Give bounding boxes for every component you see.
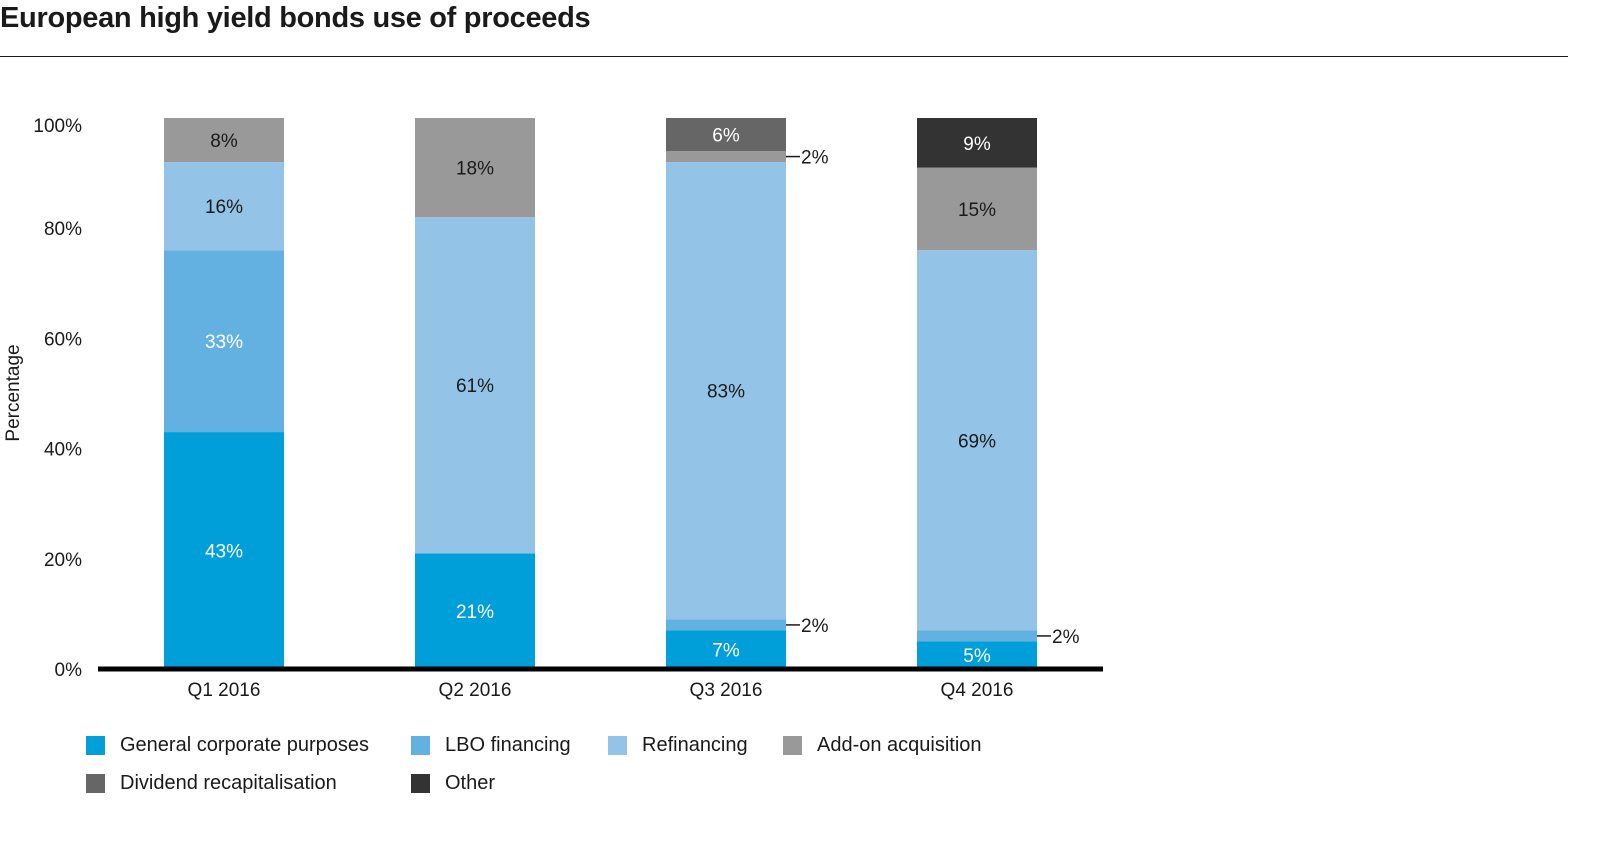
legend-label: Refinancing [642,734,748,756]
y-tick-label: 0% [55,660,83,681]
bar-segment [917,630,1037,642]
bar-stack: 43% 33% 16% 8% [164,118,284,669]
x-tick-label: Q1 2016 [188,680,261,701]
y-axis-ticks: 0% 20% 40% 60% 80% 100% [33,116,82,681]
legend-item: Other [411,772,495,795]
bar-segment [164,250,284,433]
bar-segment [164,118,284,163]
legend-item: Add-on acquisition [783,734,982,757]
legend-item: Refinancing [608,734,748,757]
bar-segment [917,250,1037,631]
data-label: 83% [707,382,745,403]
data-label: 21% [456,602,494,623]
y-tick-label: 80% [44,219,82,240]
legend-label: General corporate purposes [120,734,370,756]
bar-segment [666,162,786,620]
bar-stack: 5% 2% 69% 15% 9% [917,118,1080,669]
bar-segment [917,118,1037,168]
data-label: 2% [801,148,829,169]
legend-swatch [411,736,430,755]
data-label: 2% [1052,627,1080,648]
data-label: 18% [456,159,494,180]
bar-segment [666,630,786,669]
data-label: 61% [456,376,494,397]
data-label: 9% [963,134,991,155]
x-tick-label: Q3 2016 [690,680,763,701]
data-label: 6% [712,126,740,147]
data-label: 15% [958,200,996,221]
bar-stack: 7% 2% 83% 2% 6% [666,118,829,669]
bar-segment [666,151,786,163]
chart-title: European high yield bonds use of proceed… [0,2,591,34]
bar-segment [666,118,786,152]
data-label: 33% [205,332,243,353]
data-label: 43% [205,542,243,563]
y-tick-label: 60% [44,329,82,350]
x-axis-ticks: Q1 2016 Q2 2016 Q3 2016 Q4 2016 [188,680,1014,701]
data-label: 2% [801,616,829,637]
legend-swatch [86,774,105,793]
x-tick-label: Q2 2016 [439,680,512,701]
legend-swatch [86,736,105,755]
data-label: 69% [958,431,996,452]
bar-segment [415,553,535,669]
bar-segment [666,619,786,631]
data-label: 8% [210,131,238,152]
bar-segment [917,167,1037,251]
legend-label: Add-on acquisition [817,734,982,756]
bars: 43% 33% 16% 8% 21% 61% 18% 7% 2% 83% 2% 6% 5% 2% 69% 15… [164,118,1080,669]
legend-swatch [608,736,627,755]
x-tick-label: Q4 2016 [941,680,1014,701]
bar-segment [164,432,284,669]
y-axis-label: Percentage [3,344,24,441]
legend-label: Other [445,772,496,794]
y-tick-label: 20% [44,550,82,571]
bar-stack: 21% 61% 18% [415,118,535,669]
bar-segment [415,118,535,218]
legend-label: Dividend recapitalisation [120,772,337,794]
data-label: 16% [205,197,243,218]
y-tick-label: 100% [33,116,82,137]
title-divider [0,56,1568,57]
legend-item: General corporate purposes [86,734,369,757]
bar-segment [917,641,1037,669]
legend-swatch [783,736,802,755]
legend-item: Dividend recapitalisation [86,772,337,795]
legend-label: LBO financing [445,734,571,756]
y-tick-label: 40% [44,440,82,461]
legend-swatch [411,774,430,793]
data-label: 7% [712,641,740,662]
legend-item: LBO financing [411,734,571,757]
bar-segment [164,162,284,251]
bar-segment [415,217,535,554]
data-label: 5% [963,646,991,667]
